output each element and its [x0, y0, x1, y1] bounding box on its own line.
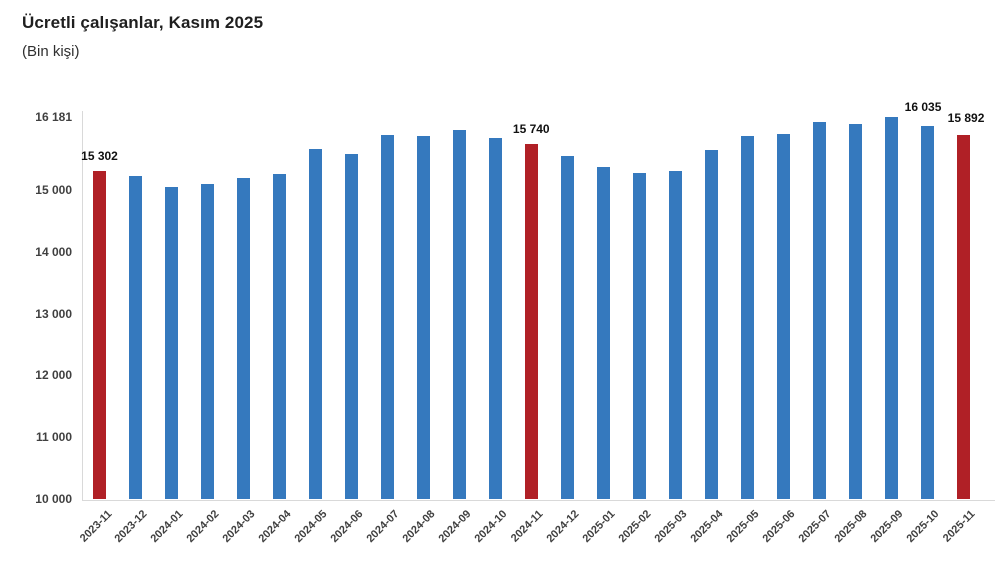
bar-2025-05	[740, 136, 754, 499]
bar-2024-11	[524, 144, 538, 499]
x-axis-tick-label: 2024-05	[292, 508, 330, 546]
value-label-2023-11: 15 302	[81, 149, 118, 164]
value-label-2025-11: 15 892	[947, 110, 985, 125]
bar-2025-03	[668, 170, 682, 499]
bar-2024-02	[200, 183, 214, 499]
y-axis-tick-label: 16 181	[35, 110, 72, 124]
bar-2025-11	[956, 134, 970, 499]
y-axis-tick-label: 11 000	[35, 430, 72, 445]
x-axis-tick-label: 2025-07	[796, 508, 834, 546]
bar-2025-10	[920, 126, 934, 499]
y-axis-tick-label: 10 000	[35, 492, 72, 506]
bar-2025-01	[596, 167, 610, 499]
x-axis-tick-label: 2025-03	[652, 508, 690, 546]
x-axis-tick-label: 2025-09	[868, 508, 906, 546]
x-axis-tick-label: 2025-02	[616, 508, 654, 546]
x-axis-tick-label: 2024-09	[436, 508, 474, 546]
x-axis-tick-label: 2024-06	[328, 508, 366, 546]
x-axis-tick-label: 2024-07	[364, 508, 402, 546]
x-axis-tick-label: 2025-11	[940, 508, 978, 545]
x-axis-tick-label: 2024-08	[400, 508, 438, 546]
x-axis-tick-label: 2025-05	[724, 508, 762, 546]
x-axis-tick-label: 2025-04	[688, 508, 726, 546]
x-axis-tick-label: 2024-02	[184, 508, 222, 546]
x-axis-tick-label: 2024-04	[256, 508, 294, 546]
bar-2024-01	[164, 186, 178, 499]
bar-2024-09	[452, 129, 466, 499]
bar-2025-08	[848, 124, 862, 499]
x-axis-tick-label: 2024-03	[220, 508, 258, 546]
x-axis-tick-label: 2024-01	[148, 508, 186, 546]
bar-2025-07	[812, 122, 826, 499]
x-axis-line	[82, 500, 995, 501]
bar-2024-07	[380, 134, 394, 499]
bar-2024-10	[488, 137, 502, 499]
bar-2025-09	[884, 117, 898, 499]
value-label-2024-11: 15 740	[512, 122, 550, 137]
bar-2024-04	[272, 173, 286, 499]
bar-2025-04	[704, 150, 718, 499]
chart-subtitle: (Bin kişi)	[22, 43, 80, 60]
bar-2024-12	[560, 155, 574, 499]
x-axis-tick-label: 2025-10	[904, 508, 942, 546]
x-axis-tick-label: 2025-01	[580, 508, 618, 546]
bar-2024-08	[416, 135, 430, 499]
x-axis-tick-label: 2024-10	[472, 508, 510, 546]
x-axis-tick-label: 2025-08	[832, 508, 870, 546]
bar-2023-11	[93, 171, 106, 499]
bar-2025-06	[776, 133, 790, 499]
bar-2025-02	[632, 172, 646, 499]
bar-2024-06	[344, 153, 358, 499]
x-axis-tick-label: 2023-11	[77, 508, 114, 545]
x-axis-tick-label: 2023-12	[112, 508, 150, 546]
x-axis-tick-label: 2024-12	[544, 508, 582, 546]
y-axis-tick-label: 13 000	[35, 306, 72, 321]
bar-2023-12	[128, 176, 142, 499]
value-label-2025-10: 16 035	[904, 100, 942, 115]
chart-title: Ücretli çalışanlar, Kasım 2025	[22, 13, 264, 32]
bar-2024-05	[308, 148, 322, 499]
y-axis-tick-label: 12 000	[35, 368, 72, 383]
bar-2024-03	[236, 178, 250, 499]
y-axis-tick-label: 15 000	[35, 182, 72, 197]
y-axis-tick-label: 14 000	[35, 244, 72, 259]
x-axis-tick-label: 2024-11	[509, 508, 546, 545]
y-axis-line	[82, 111, 83, 500]
x-axis-tick-label: 2025-06	[760, 508, 798, 546]
